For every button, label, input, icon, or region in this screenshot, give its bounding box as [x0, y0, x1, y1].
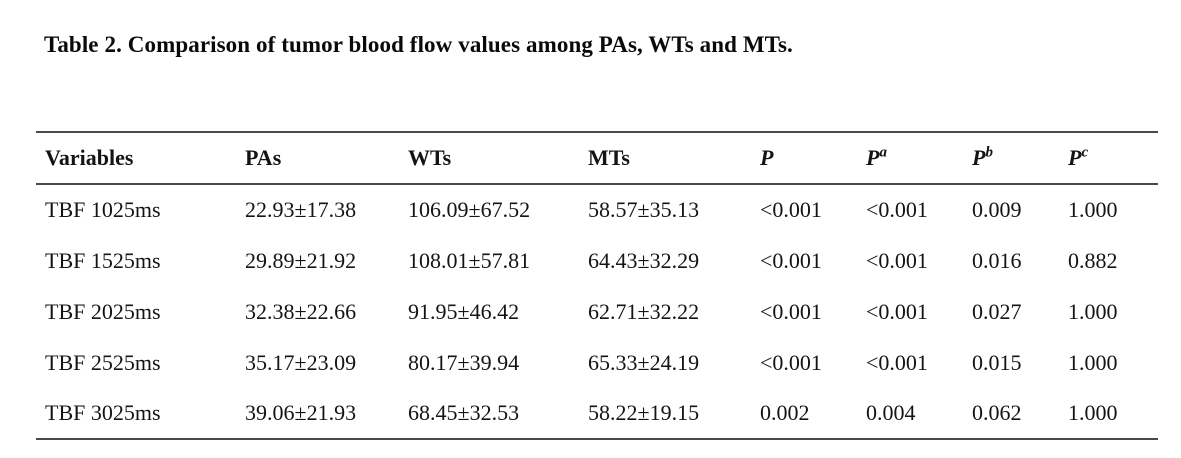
table-cell: 0.004 [866, 400, 916, 425]
table-cell: 0.062 [972, 400, 1022, 425]
variable-label: TBF 1025ms [45, 197, 161, 222]
table-cell: 32.38±22.66 [245, 298, 357, 324]
column-header-pas: PAs [245, 132, 408, 185]
table-cell: 0.015 [972, 349, 1022, 375]
table-cell: 62.71±32.22 [588, 298, 700, 324]
column-header-p-b: Pb [972, 132, 1068, 185]
variable-label: TBF 3025ms [45, 400, 161, 425]
table-cell: <0.001 [760, 349, 822, 375]
table-cell: <0.001 [760, 247, 822, 273]
table-cell: 39.06±21.93 [245, 400, 357, 425]
table-cell: 106.09±67.52 [408, 197, 531, 222]
table-row: TBF 1525ms 29.89±21.92 108.01±57.81 64.4… [36, 235, 1158, 286]
table-cell: 65.33±24.19 [588, 349, 700, 375]
table-cell: <0.001 [866, 298, 928, 324]
table-cell: 58.57±35.13 [588, 197, 700, 222]
table-cell: 1.000 [1068, 298, 1118, 324]
table-row: TBF 2525ms 35.17±23.09 80.17±39.94 65.33… [36, 337, 1158, 388]
table-cell: 108.01±57.81 [408, 247, 531, 273]
column-header-p-c: Pc [1068, 132, 1158, 185]
table-cell: 35.17±23.09 [245, 349, 357, 375]
table-cell: 68.45±32.53 [408, 400, 520, 425]
header-row: Variables PAs WTs MTs P Pa Pb Pc [36, 132, 1158, 185]
column-header-mts: MTs [588, 132, 760, 185]
column-header-wts: WTs [408, 132, 588, 185]
table-cell: <0.001 [866, 197, 928, 222]
table-cell: <0.001 [760, 197, 822, 222]
table-cell: 80.17±39.94 [408, 349, 520, 375]
table-cell: 1.000 [1068, 197, 1118, 222]
table-cell: 29.89±21.92 [245, 247, 357, 273]
table-cell: 0.016 [972, 247, 1022, 273]
table-cell: 0.027 [972, 298, 1022, 324]
column-header-p-a: Pa [866, 132, 972, 185]
table-row: TBF 3025ms 39.06±21.93 68.45±32.53 58.22… [36, 388, 1158, 439]
table-cell: 22.93±17.38 [245, 197, 357, 222]
table-row: TBF 2025ms 32.38±22.66 91.95±46.42 62.71… [36, 286, 1158, 337]
table-cell: 64.43±32.29 [588, 247, 700, 273]
comparison-table: Variables PAs WTs MTs P Pa Pb Pc TBF 102… [36, 131, 1158, 440]
variable-label: TBF 1525ms [45, 247, 161, 273]
table-cell: 0.002 [760, 400, 810, 425]
table-caption: Table 2. Comparison of tumor blood flow … [44, 32, 793, 57]
table-cell: <0.001 [866, 247, 928, 273]
table-cell: 1.000 [1068, 400, 1118, 425]
table-row: TBF 1025ms 22.93±17.38 106.09±67.52 58.5… [36, 184, 1158, 235]
table-cell: 58.22±19.15 [588, 400, 700, 425]
table-cell: 1.000 [1068, 349, 1118, 375]
variable-label: TBF 2025ms [45, 298, 161, 324]
column-header-variables: Variables [36, 132, 245, 185]
table-cell: <0.001 [760, 298, 822, 324]
column-header-p: P [760, 132, 866, 185]
table-cell: 91.95±46.42 [408, 298, 520, 324]
table-cell: 0.009 [972, 197, 1022, 222]
table-cell: 0.882 [1068, 247, 1118, 273]
variable-label: TBF 2525ms [45, 349, 161, 375]
table-cell: <0.001 [866, 349, 928, 375]
